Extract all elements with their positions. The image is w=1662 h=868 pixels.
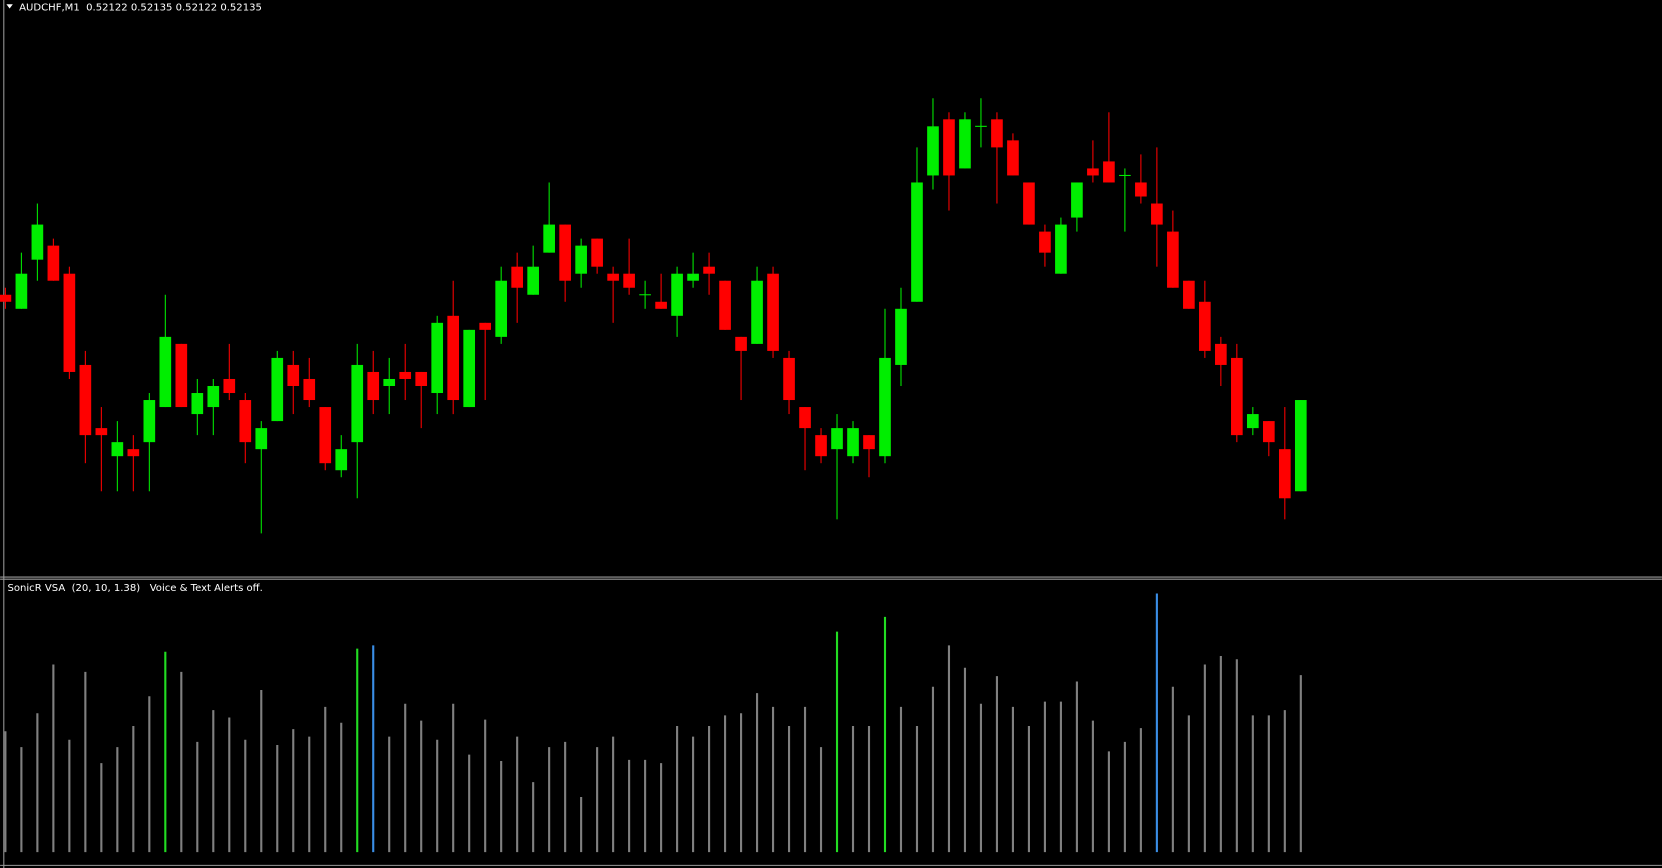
candle-body xyxy=(655,301,667,309)
candle-body xyxy=(991,119,1003,148)
candle-body xyxy=(1007,140,1019,176)
candle-body xyxy=(1262,421,1275,443)
candle-body xyxy=(1183,280,1195,309)
candle-body xyxy=(799,407,811,429)
candle-body xyxy=(767,273,779,351)
candle-body xyxy=(815,435,827,457)
candle-body xyxy=(351,364,364,443)
candle-body xyxy=(95,428,108,436)
candle-body xyxy=(1055,224,1067,274)
symbol-header: AUDCHF,M1 0.52122 0.52135 0.52122 0.5213… xyxy=(19,2,262,13)
candle-body xyxy=(111,442,124,457)
candle-body xyxy=(527,266,539,295)
candle-body xyxy=(175,343,188,408)
candle-body xyxy=(543,224,555,253)
candle-body xyxy=(223,378,236,394)
candle-body xyxy=(719,280,731,330)
indicator-header: SonicR VSA (20, 10, 1.38) Voice & Text A… xyxy=(8,583,263,594)
candle-body xyxy=(1167,231,1179,288)
candle-body xyxy=(511,266,523,288)
candle-body xyxy=(495,280,507,337)
candle-body xyxy=(191,393,204,415)
candle-body xyxy=(575,245,587,274)
candle-body xyxy=(383,378,396,386)
candle-body xyxy=(927,126,939,176)
candle-body xyxy=(31,224,44,260)
candle-body xyxy=(1087,168,1099,176)
candle-body xyxy=(159,336,172,408)
candle-body xyxy=(271,357,284,422)
candle-body xyxy=(943,119,955,176)
candle-body xyxy=(1023,182,1035,225)
candle-body xyxy=(959,119,971,169)
candle-body xyxy=(0,294,12,302)
candle-body xyxy=(783,357,795,401)
candle-body xyxy=(1103,161,1115,183)
candle-body xyxy=(47,245,60,281)
candle-body xyxy=(287,364,300,386)
candle-body xyxy=(1247,414,1259,429)
candle-body xyxy=(255,428,268,450)
candle-body xyxy=(79,364,92,436)
candle-body xyxy=(1071,182,1083,218)
candle-body xyxy=(367,371,380,401)
candle-body xyxy=(399,371,412,379)
menu-arrow[interactable] xyxy=(6,4,13,9)
candle-body xyxy=(591,238,603,267)
candle-body xyxy=(1294,400,1307,492)
candle-body xyxy=(15,273,28,309)
candle-body xyxy=(671,273,683,316)
candle-body xyxy=(751,280,763,344)
candle-body xyxy=(831,428,843,450)
candle-body xyxy=(127,449,140,457)
candle-body xyxy=(895,308,907,365)
candle-body xyxy=(1199,301,1211,351)
candle-body xyxy=(1231,357,1243,436)
candle-body xyxy=(623,273,635,288)
candle-body xyxy=(1278,449,1291,499)
candle-body xyxy=(607,273,619,281)
candle-body xyxy=(319,407,332,464)
candle-body xyxy=(847,428,859,457)
candle-body xyxy=(735,336,747,351)
candle-body xyxy=(303,378,316,401)
candle-body xyxy=(703,266,715,274)
candle-body xyxy=(1215,343,1227,365)
candle-body xyxy=(911,182,923,302)
candle-body xyxy=(1151,203,1163,225)
candle-body xyxy=(415,371,428,386)
candle-body xyxy=(479,322,492,330)
candle-body xyxy=(447,315,460,401)
candle-body xyxy=(1135,182,1147,197)
candle-body xyxy=(143,400,156,443)
candle-body xyxy=(63,273,76,372)
candle-body xyxy=(207,385,220,408)
candle-body xyxy=(239,400,252,443)
candle-body xyxy=(335,449,348,471)
candle-body xyxy=(879,357,891,457)
candle-body xyxy=(687,273,699,281)
candle-body xyxy=(1039,231,1051,253)
candle-body xyxy=(559,224,571,281)
candle-body xyxy=(863,435,875,450)
candle-body xyxy=(463,329,476,408)
candle-body xyxy=(431,322,444,394)
